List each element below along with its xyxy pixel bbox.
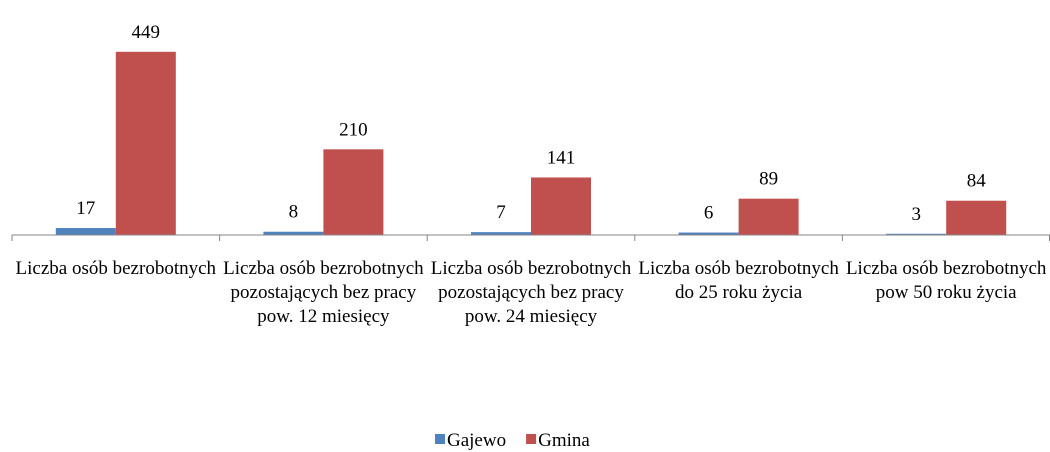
legend-label: Gmina: [538, 430, 590, 451]
x-tick-label: Liczba osób bezrobotnych pozostających b…: [223, 258, 424, 327]
bar: [886, 233, 947, 235]
bar: [263, 231, 324, 235]
bar: [55, 228, 116, 235]
data-label: 141: [547, 147, 576, 168]
bar: [115, 51, 176, 235]
data-label: 89: [759, 169, 778, 190]
bar: [323, 149, 384, 235]
x-tick-label: Liczba osób bezrobotnych do 25 roku życi…: [638, 258, 839, 303]
data-label: 17: [76, 198, 95, 219]
legend-swatch: [435, 434, 445, 444]
x-tick-label: Liczba osób bezrobotnych pow 50 roku życ…: [845, 258, 1047, 303]
x-tick-label: Liczba osób bezrobotnych: [15, 258, 217, 279]
data-label: 210: [339, 119, 368, 140]
bar: [471, 232, 531, 235]
x-tick-label: Liczba osób bezrobotnych pozostających b…: [430, 258, 632, 327]
bar: [678, 232, 739, 235]
data-label: 6: [704, 203, 714, 224]
legend-swatch: [526, 434, 537, 444]
bar: [946, 200, 1007, 235]
data-label: 7: [496, 202, 506, 223]
legend-label: Gajewo: [447, 430, 506, 451]
data-label: 3: [911, 204, 921, 225]
data-label: 84: [967, 171, 987, 192]
bar: [738, 198, 799, 235]
data-label: 8: [289, 202, 299, 223]
bar: [531, 177, 591, 235]
data-label: 449: [132, 22, 161, 43]
